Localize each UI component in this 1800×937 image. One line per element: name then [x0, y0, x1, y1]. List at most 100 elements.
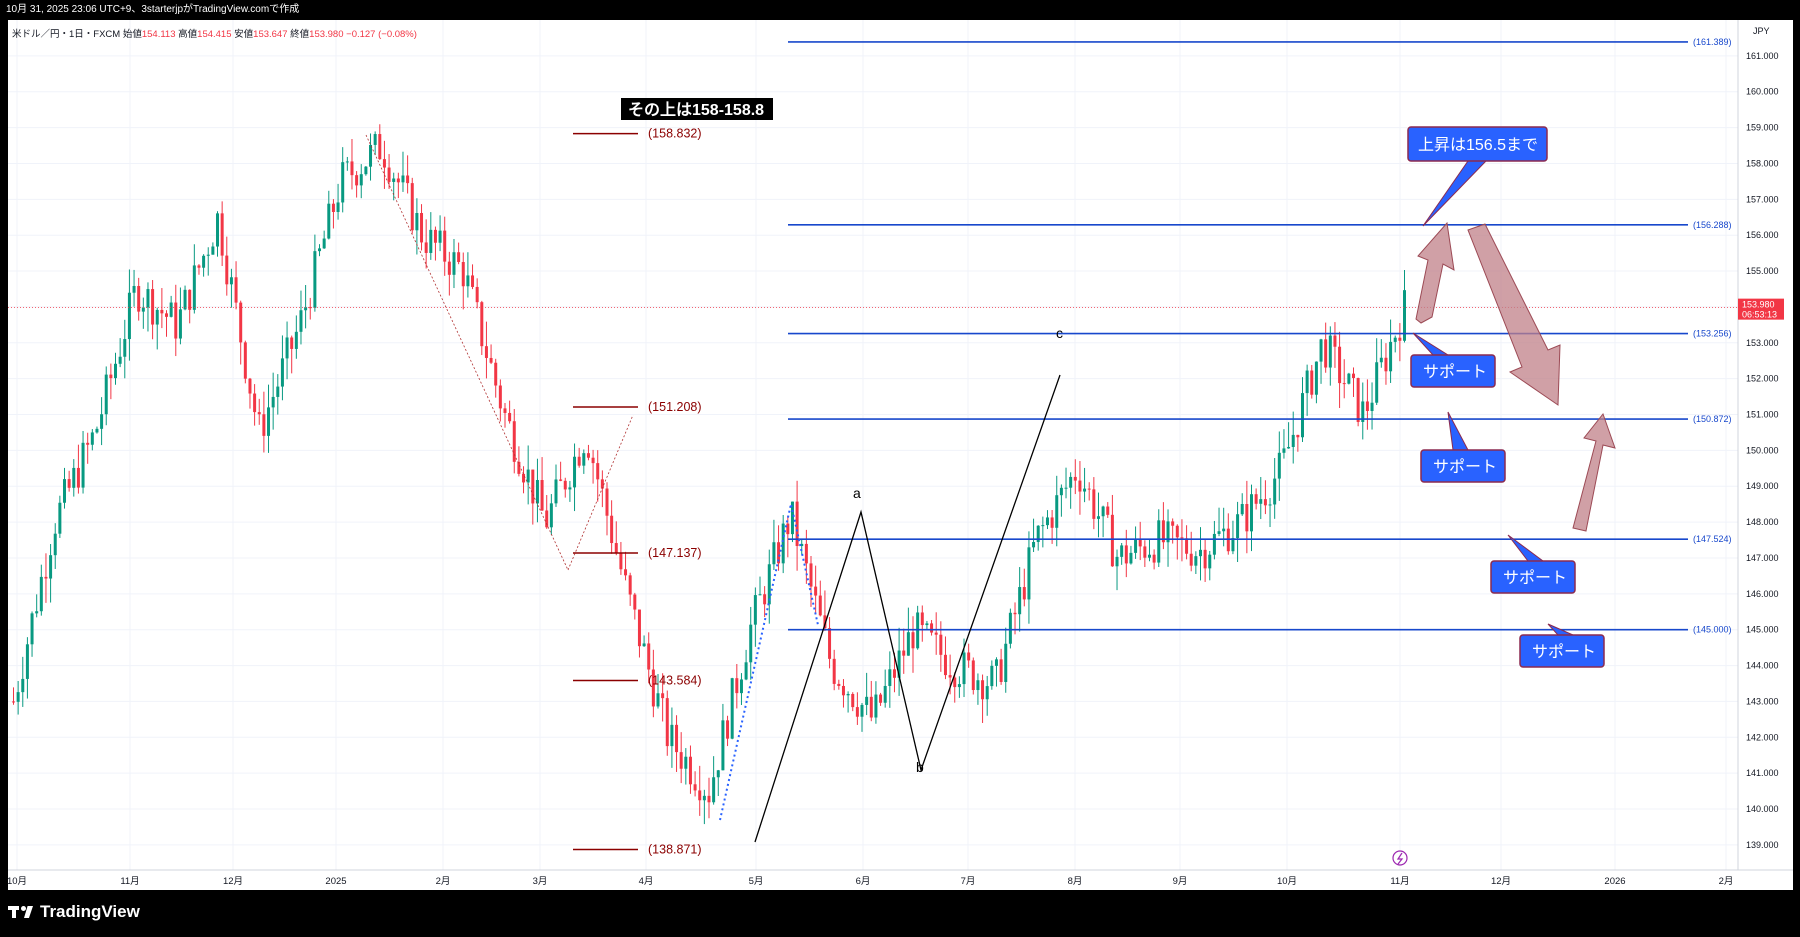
- candle: [100, 414, 104, 429]
- candle: [957, 684, 961, 688]
- candle: [953, 677, 957, 688]
- price-tick-label: 157.000: [1746, 194, 1779, 204]
- candle: [1189, 553, 1193, 566]
- candle: [257, 412, 261, 415]
- support-callout-label: サポート: [1433, 458, 1497, 476]
- price-tick-label: 155.000: [1746, 266, 1779, 276]
- level-label: (147.524): [1693, 534, 1732, 544]
- candle: [132, 285, 136, 293]
- candle: [624, 569, 628, 576]
- candle: [563, 480, 567, 490]
- price-tick-label: 158.000: [1746, 158, 1779, 168]
- candle: [976, 680, 980, 691]
- time-tick-label: 2月: [1719, 876, 1734, 887]
- candle: [1203, 549, 1207, 569]
- candle: [628, 575, 632, 595]
- price-tick-label: 145.000: [1746, 625, 1779, 635]
- ohlc-legend: 米ドル／円・1日・FXCM 始値154.113 高値154.415 安値153.…: [12, 26, 417, 40]
- time-axis: 10月 11月 12月 2025 2月 3月 4月 5月 6月 7月 8月 9月 10月 11月 12月 20…: [8, 850, 1793, 887]
- candle: [341, 162, 345, 203]
- candle: [410, 183, 414, 231]
- high-value: 154.415: [197, 29, 232, 40]
- price-tick-label: 147.000: [1746, 553, 1779, 563]
- candle: [178, 309, 182, 339]
- price-tick-label: 141.000: [1746, 768, 1779, 778]
- candle: [1120, 545, 1124, 557]
- level-label: (145.000): [1693, 625, 1732, 635]
- candle: [832, 658, 836, 684]
- candle: [350, 161, 354, 176]
- candle: [897, 650, 901, 678]
- candle: [828, 628, 832, 659]
- candle: [503, 408, 507, 413]
- candle: [1157, 520, 1161, 563]
- candle: [1152, 554, 1156, 563]
- candle: [1245, 504, 1249, 532]
- candle: [902, 650, 906, 656]
- candle: [280, 358, 284, 387]
- candle: [1180, 537, 1184, 539]
- candle: [535, 480, 539, 504]
- candle: [1333, 335, 1337, 347]
- time-tick-label: 9月: [1173, 876, 1188, 887]
- candle: [586, 453, 590, 458]
- candle: [211, 246, 215, 255]
- candle: [81, 442, 85, 488]
- candle: [753, 595, 757, 625]
- candle: [392, 178, 396, 182]
- candle: [577, 456, 581, 466]
- candle: [318, 248, 322, 252]
- candle: [758, 594, 762, 596]
- candle: [962, 652, 966, 685]
- candle: [86, 442, 90, 445]
- time-tick-label: 11月: [120, 876, 139, 887]
- candle: [308, 307, 312, 309]
- candle: [633, 594, 637, 610]
- candle: [1161, 520, 1165, 543]
- close-label: 終値: [290, 29, 310, 40]
- low-label: 安値: [234, 29, 254, 40]
- time-tick-label: 6月: [856, 876, 871, 887]
- candle: [763, 594, 767, 605]
- candle: [1059, 487, 1063, 496]
- chart-panel[interactable]: (161.389) (156.288) (153.256) (150.872) (147…: [8, 20, 1793, 890]
- time-tick-label: 5月: [749, 876, 764, 887]
- candle: [721, 720, 725, 771]
- candle: [1296, 434, 1300, 438]
- candle: [276, 386, 280, 397]
- candle: [1314, 361, 1318, 395]
- candle: [415, 212, 419, 231]
- tradingview-logo[interactable]: TradingView: [8, 902, 140, 922]
- candle: [814, 586, 818, 596]
- candle: [642, 643, 646, 647]
- candle: [930, 623, 934, 633]
- candle: [1198, 549, 1202, 557]
- candle: [262, 414, 266, 436]
- candle: [1055, 495, 1059, 528]
- candle: [545, 510, 549, 528]
- candle: [188, 289, 192, 310]
- support-callout-label: サポート: [1532, 643, 1596, 661]
- open-value: 154.113: [141, 29, 176, 40]
- candle: [879, 694, 883, 703]
- candle: [429, 229, 433, 253]
- candle: [1041, 525, 1045, 527]
- candle: [934, 632, 938, 635]
- candle: [800, 543, 804, 547]
- candle: [220, 213, 224, 256]
- candle: [943, 654, 947, 676]
- candle: [1365, 401, 1369, 411]
- candle: [1231, 538, 1235, 552]
- candle: [1324, 339, 1328, 368]
- price-tick-label: 148.000: [1746, 517, 1779, 527]
- candle: [452, 252, 456, 275]
- candle: [364, 166, 368, 175]
- price-tick-label: 144.000: [1746, 661, 1779, 671]
- support-callout-pointer: [1447, 411, 1469, 451]
- time-tick-label: 8月: [1068, 876, 1083, 887]
- top-note-box: [621, 98, 773, 120]
- candle: [596, 463, 600, 480]
- candle: [285, 337, 289, 359]
- price-chart[interactable]: (161.389) (156.288) (153.256) (150.872) (147…: [8, 20, 1793, 890]
